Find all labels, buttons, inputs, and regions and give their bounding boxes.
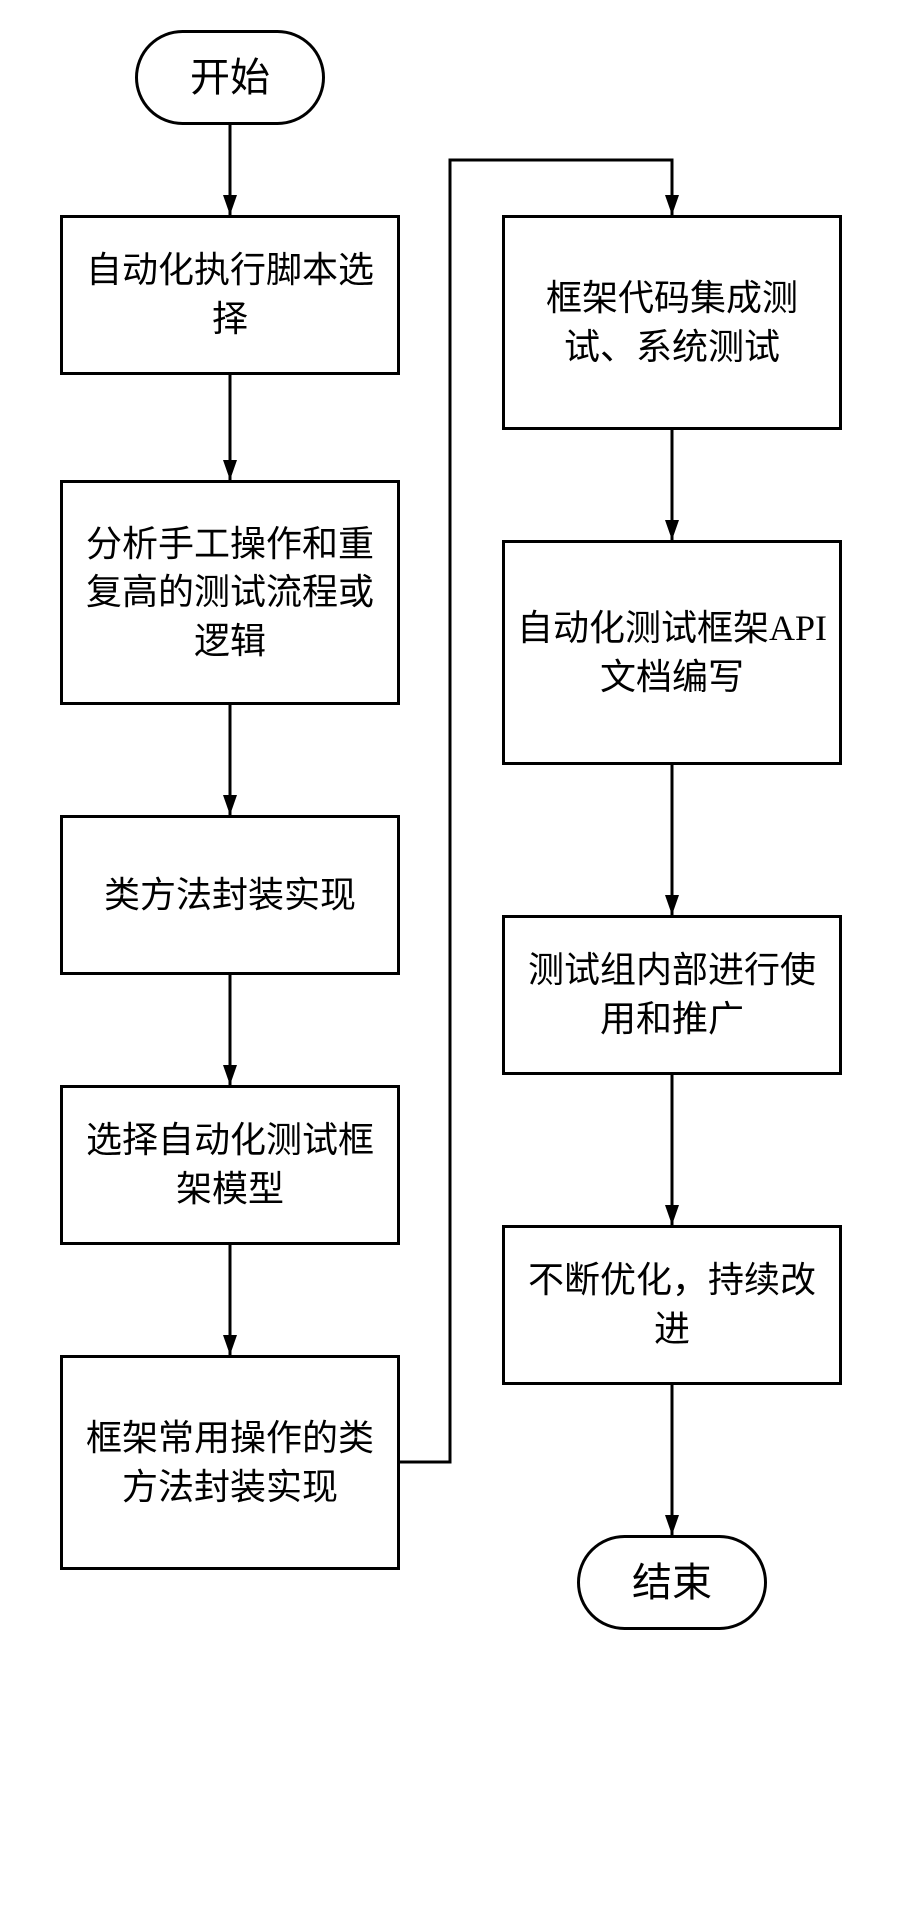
node-p1: 自动化执行脚本选择 — [60, 215, 400, 375]
arrowhead-p4-p5 — [223, 1335, 237, 1355]
arrowhead-p2-p3 — [223, 795, 237, 815]
flowchart-canvas: 开始自动化执行脚本选择分析手工操作和重复高的测试流程或逻辑类方法封装实现选择自动… — [0, 0, 907, 1918]
node-p7: 自动化测试框架API文档编写 — [502, 540, 842, 765]
arrowhead-p7-p8 — [665, 895, 679, 915]
node-p8: 测试组内部进行使用和推广 — [502, 915, 842, 1075]
node-p4: 选择自动化测试框架模型 — [60, 1085, 400, 1245]
arrowhead-p3-p4 — [223, 1065, 237, 1085]
arrowhead-p9-end — [665, 1515, 679, 1535]
arrowhead-p1-p2 — [223, 460, 237, 480]
arrowhead-p5-p6 — [665, 195, 679, 215]
node-p3: 类方法封装实现 — [60, 815, 400, 975]
node-p9: 不断优化，持续改进 — [502, 1225, 842, 1385]
node-end: 结束 — [577, 1535, 767, 1630]
arrowhead-p8-p9 — [665, 1205, 679, 1225]
arrowhead-start-p1 — [223, 195, 237, 215]
arrowhead-p6-p7 — [665, 520, 679, 540]
node-p6: 框架代码集成测试、系统测试 — [502, 215, 842, 430]
node-start: 开始 — [135, 30, 325, 125]
node-p5: 框架常用操作的类方法封装实现 — [60, 1355, 400, 1570]
node-p2: 分析手工操作和重复高的测试流程或逻辑 — [60, 480, 400, 705]
